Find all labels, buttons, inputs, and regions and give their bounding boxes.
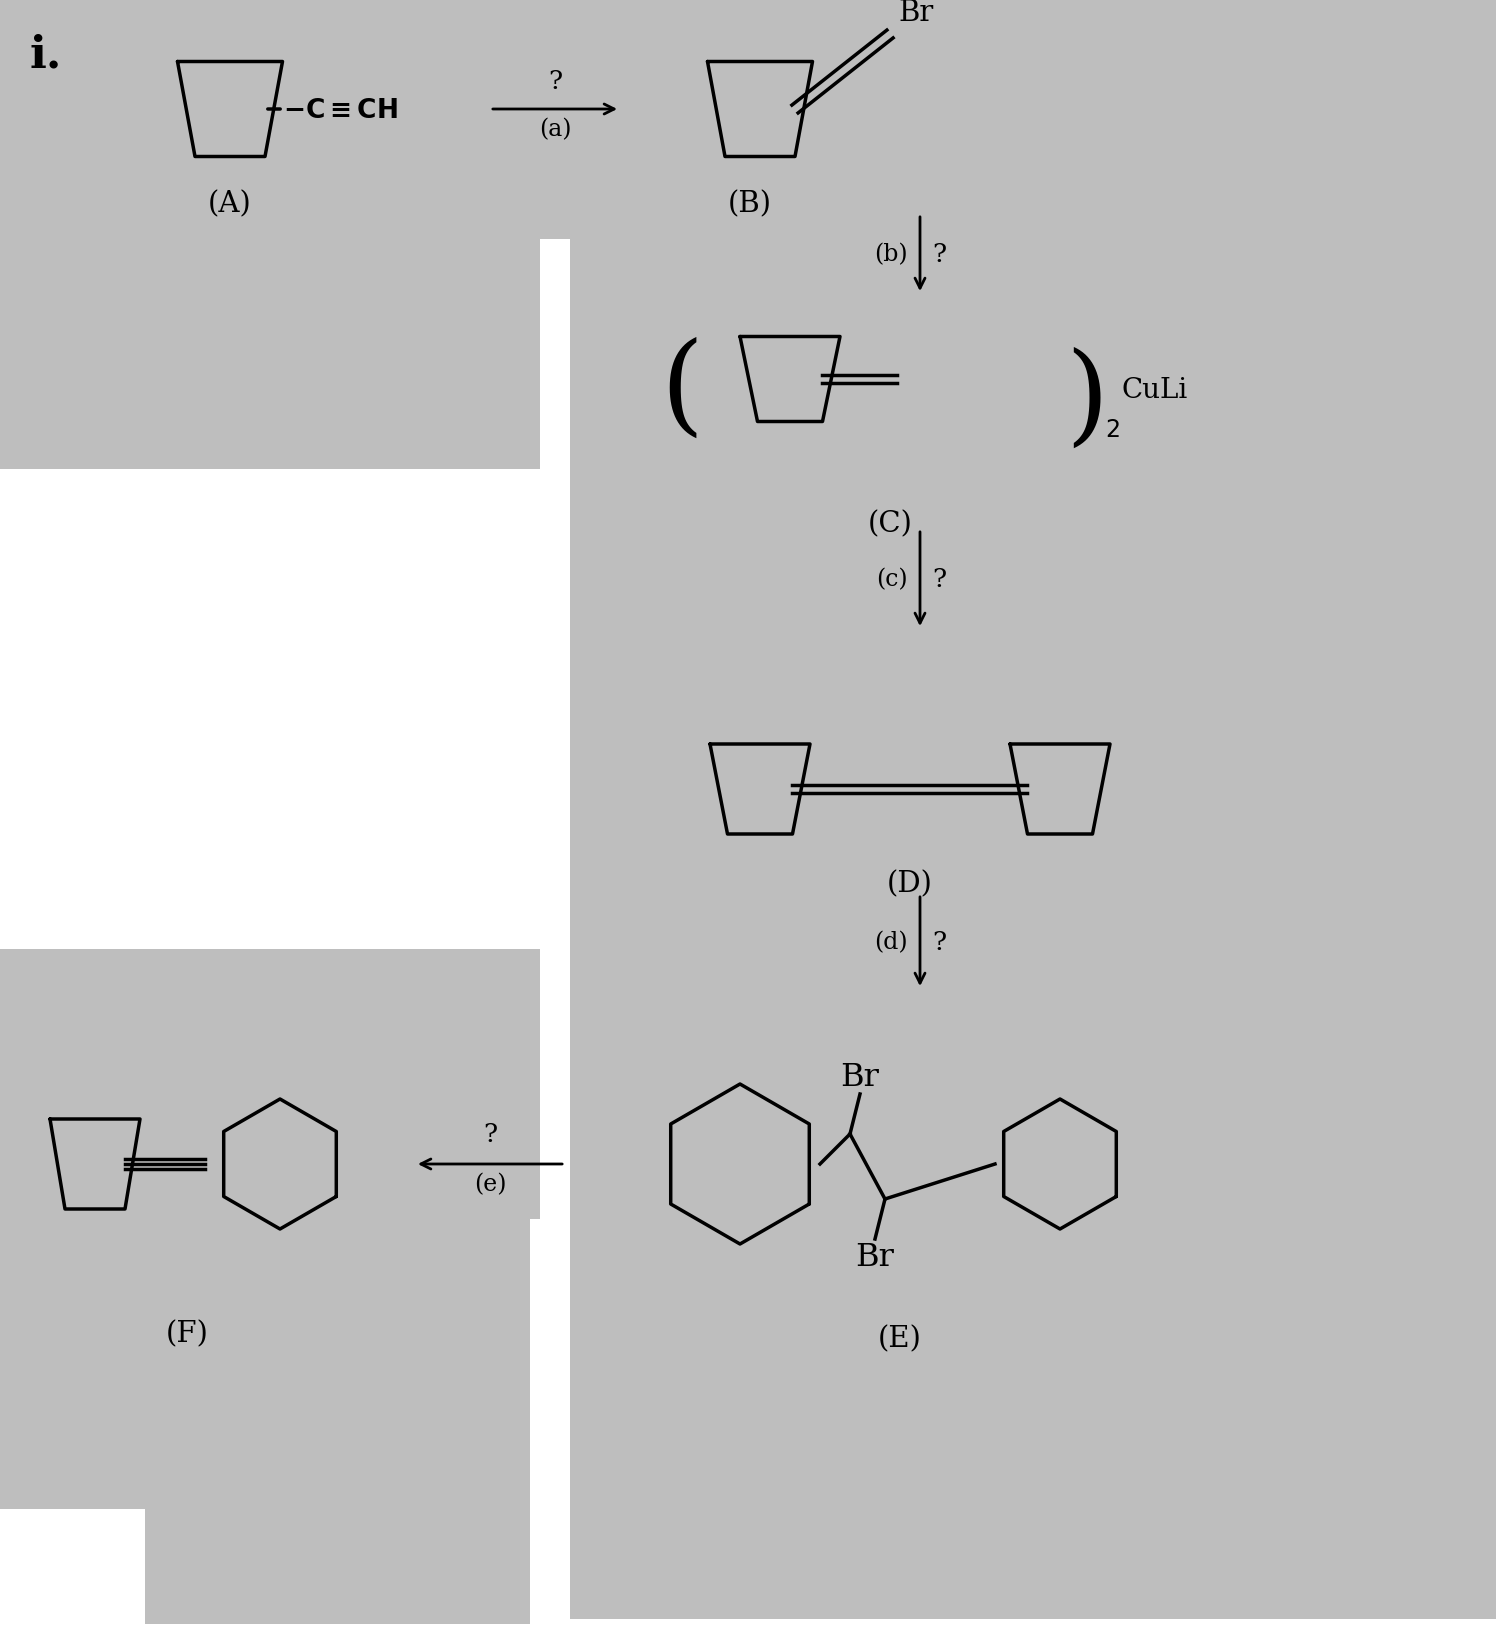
Text: (A): (A)	[208, 190, 251, 218]
Text: CuLi: CuLi	[1122, 377, 1188, 403]
Text: (d): (d)	[874, 931, 908, 954]
Text: (e): (e)	[474, 1172, 506, 1195]
Text: (F): (F)	[166, 1319, 209, 1347]
Bar	[0, 0, 1496, 239]
Text: (B): (B)	[729, 190, 772, 218]
Bar	[570, 1510, 1496, 1619]
Text: $\mathbf{-C{\equiv}CH}$: $\mathbf{-C{\equiv}CH}$	[283, 97, 398, 123]
Bar	[570, 739, 1496, 949]
Bar	[570, 520, 1496, 739]
Text: (a): (a)	[539, 118, 571, 141]
Text: (D): (D)	[887, 869, 934, 898]
Text: ?: ?	[932, 243, 945, 267]
Bar	[0, 1219, 530, 1510]
Text: (: (	[660, 336, 703, 443]
Bar	[0, 949, 540, 1219]
Text: ?: ?	[932, 929, 945, 954]
Text: (E): (E)	[878, 1324, 922, 1352]
Text: 2: 2	[1106, 418, 1121, 443]
Text: ): )	[1065, 346, 1109, 454]
Bar	[145, 1510, 530, 1624]
Text: Br: Br	[841, 1062, 880, 1092]
Text: Br: Br	[856, 1241, 895, 1272]
Bar	[570, 949, 1496, 1569]
Text: (c): (c)	[877, 569, 908, 592]
Bar	[0, 239, 540, 470]
Text: i.: i.	[30, 33, 63, 77]
Text: (C): (C)	[868, 510, 913, 538]
Text: ?: ?	[483, 1121, 497, 1146]
Bar	[570, 239, 1496, 520]
Text: ?: ?	[932, 567, 945, 592]
Text: ?: ?	[548, 69, 562, 93]
Text: (b): (b)	[874, 243, 908, 266]
Text: Br: Br	[898, 0, 934, 26]
